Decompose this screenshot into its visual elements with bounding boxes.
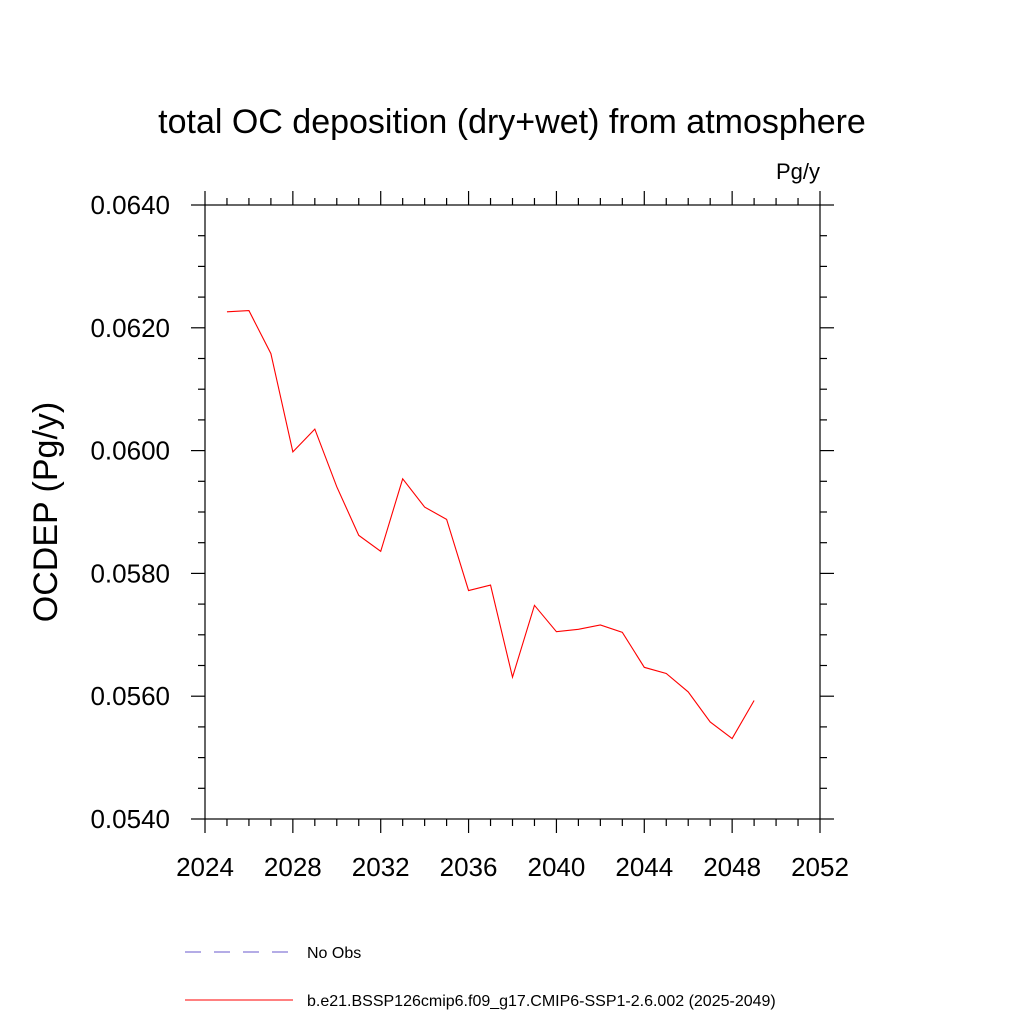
axes: 2024 2028 2032 2036 2040 2044 2048 2052 0.0540 0.…	[90, 190, 848, 882]
chart-title: total OC deposition (dry+wet) from atmos…	[158, 103, 866, 141]
x-tick-label: 2044	[615, 852, 673, 882]
y-tick-label: 0.0640	[90, 190, 170, 220]
x-tick-label: 2052	[791, 852, 849, 882]
y-tick-label: 0.0620	[90, 313, 170, 343]
y-axis-label: OCDEP (Pg/y)	[27, 402, 65, 622]
series-layer	[226, 310, 755, 740]
x-tick-label: 2036	[440, 852, 498, 882]
x-tick-label: 2040	[528, 852, 586, 882]
y-tick-label: 0.0560	[90, 681, 170, 711]
y-tick-label: 0.0580	[90, 558, 170, 588]
x-tick-label: 2024	[176, 852, 234, 882]
units-label: Pg/y	[776, 159, 820, 184]
legend-label: b.e21.BSSP126cmip6.f09_g17.CMIP6-SSP1-2.…	[307, 993, 776, 1010]
y-tick-label: 0.0600	[90, 436, 170, 466]
y-tick-label: 0.0540	[90, 804, 170, 834]
legend: No Obs b.e21.BSSP126cmip6.f09_g17.CMIP6-S…	[185, 945, 776, 1010]
plot-frame	[204, 204, 821, 820]
x-tick-label: 2048	[703, 852, 761, 882]
x-tick-label: 2032	[352, 852, 410, 882]
legend-label: No Obs	[307, 945, 361, 962]
series-line	[226, 310, 755, 740]
x-tick-label: 2028	[264, 852, 322, 882]
